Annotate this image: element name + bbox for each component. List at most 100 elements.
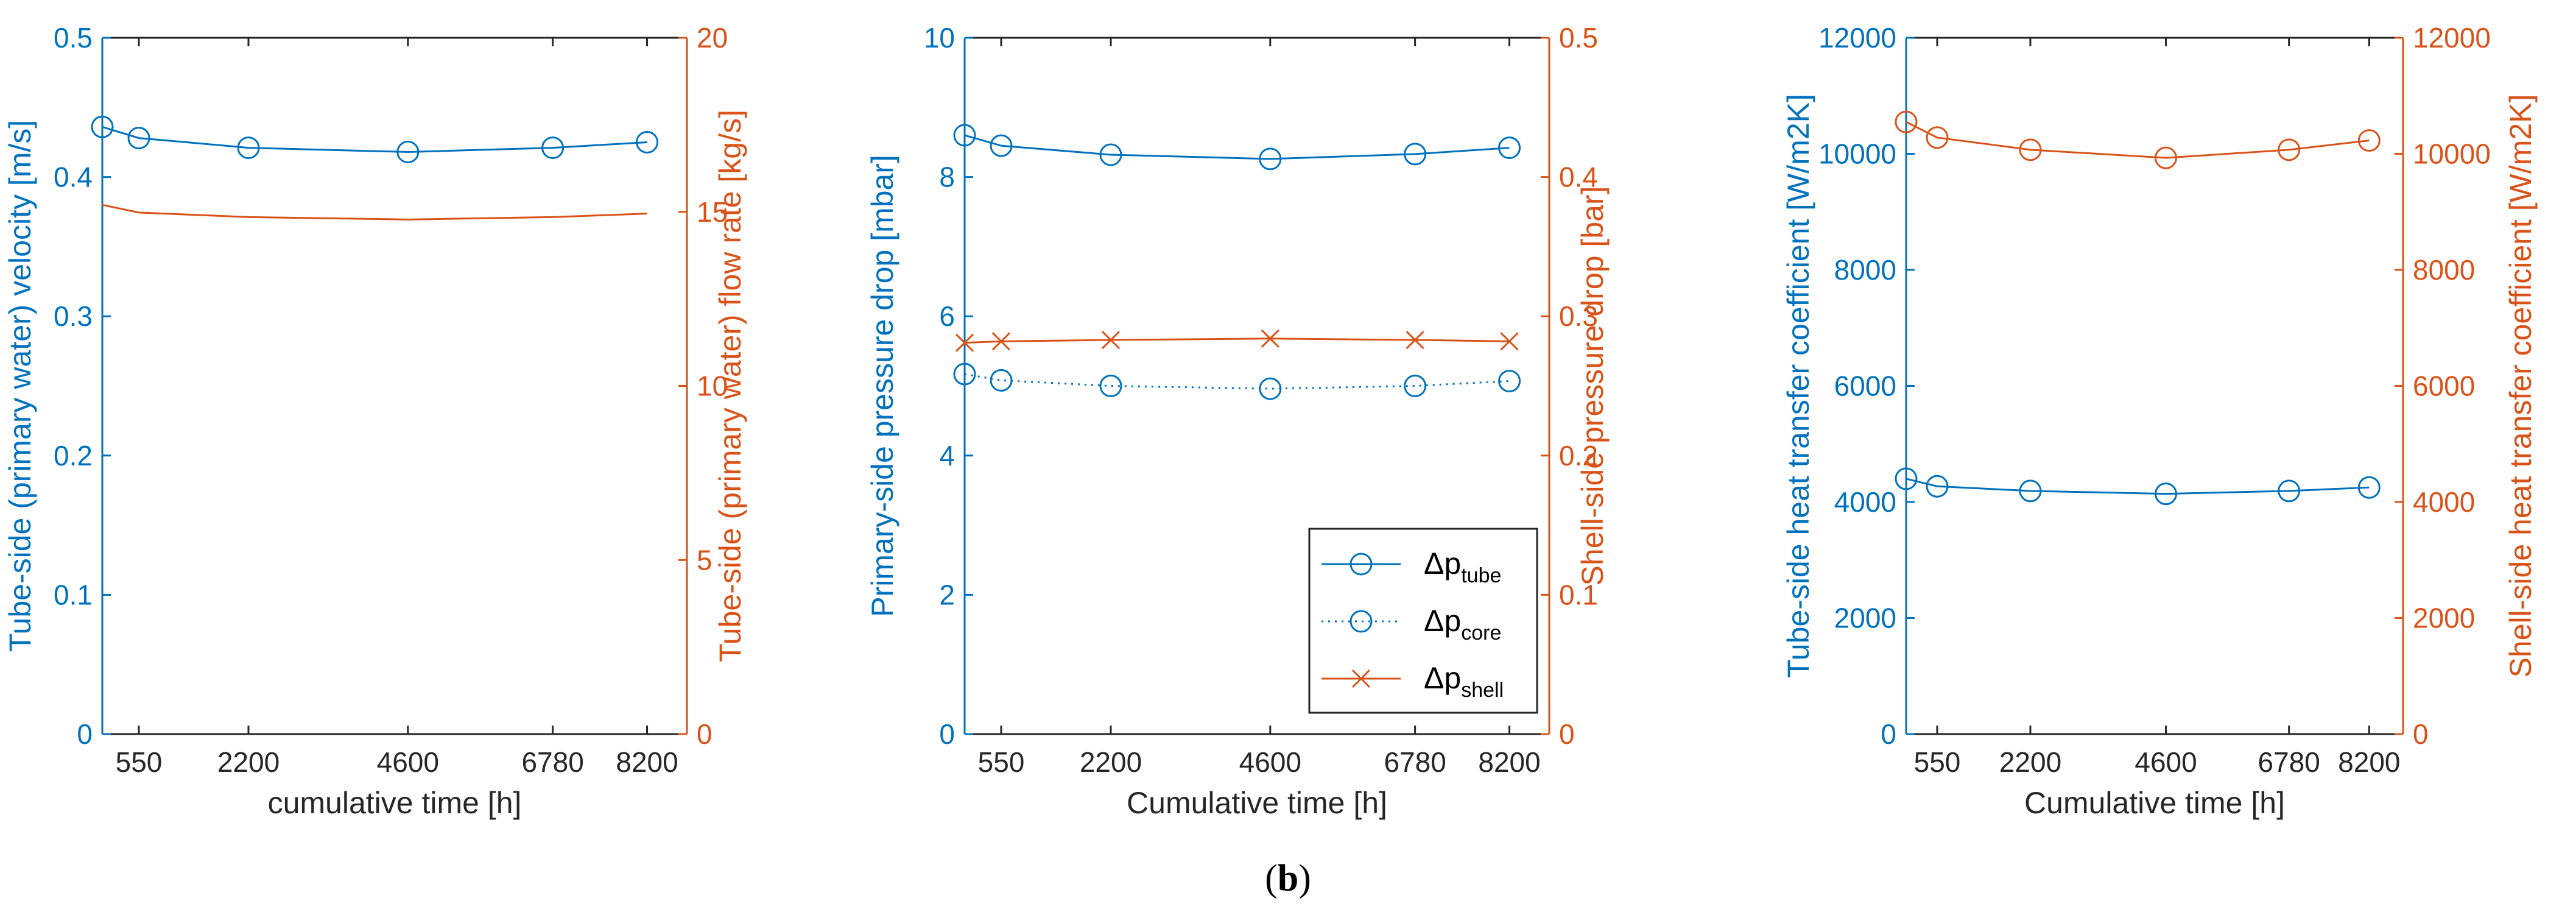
x-tick-label: 550 (116, 746, 163, 778)
x-tick-label: 550 (1914, 746, 1961, 778)
legend-symbol: Δp (1424, 546, 1461, 581)
left-tick-label: 12000 (1818, 22, 1896, 54)
right-tick-label: 0.3 (1559, 300, 1598, 332)
left-tick-label: 0 (77, 718, 93, 750)
x-tick-label: 6780 (2258, 746, 2320, 778)
right-tick-label: 2000 (2413, 602, 2475, 634)
x-axis-label: Cumulative time [h] (1127, 786, 1387, 820)
x-tick-label: 6780 (1384, 746, 1446, 778)
series-0-marker-4 (2278, 479, 2301, 503)
left-tick-label: 2000 (1834, 602, 1896, 634)
series-0-marker-1 (1926, 475, 1949, 498)
legend-marker-2-stroke-b (1351, 669, 1371, 688)
right-axis-label: Shell-side heat transfer coefficient [W/… (2504, 94, 2538, 678)
series-1-marker-1 (990, 369, 1013, 392)
series-0-marker-0 (953, 124, 976, 147)
legend-entry-1: Δpcore (1424, 604, 1501, 645)
right-tick-label: 0.2 (1559, 440, 1598, 472)
left-tick-label: 0.5 (54, 22, 93, 54)
series-1-marker-2 (1099, 375, 1122, 397)
series-0-marker-4 (541, 136, 565, 160)
series-2-marker-2 (1101, 331, 1121, 350)
series-0-marker-1 (990, 134, 1013, 157)
x-tick-label: 8200 (2338, 746, 2400, 778)
series-1-marker-2 (2019, 138, 2042, 161)
x-axis-label: Cumulative time [h] (2024, 786, 2285, 820)
x-tick-label: 8200 (1478, 746, 1540, 778)
series-2-marker-0-stroke-b (955, 333, 974, 352)
series-line-2 (964, 337, 1510, 344)
left-tick-label: 10 (924, 22, 955, 54)
legend-subscript: tube (1461, 564, 1501, 587)
series-1-marker-3 (2155, 146, 2178, 169)
series-line-1 (102, 203, 647, 221)
series-2-marker-1-stroke-b (991, 332, 1011, 351)
left-tick-label: 0.4 (54, 161, 93, 193)
right-tick-label: 6000 (2413, 370, 2475, 402)
left-tick-label: 10000 (1818, 138, 1896, 170)
x-tick-label: 2200 (217, 746, 280, 778)
x-tick-label: 550 (978, 746, 1025, 778)
left-tick-label: 4000 (1834, 486, 1896, 518)
series-0-marker-0 (91, 115, 114, 138)
series-1-marker-4 (1404, 375, 1427, 397)
right-tick-label: 10000 (2413, 138, 2491, 170)
series-0-marker-5 (2357, 476, 2381, 499)
right-tick-label: 0 (1559, 718, 1575, 750)
right-tick-label: 4000 (2413, 486, 2475, 518)
x-tick-label: 6780 (521, 746, 583, 778)
right-tick-label: 12000 (2413, 22, 2491, 54)
x-tick-label: 4600 (2134, 746, 2197, 778)
right-tick-label: 8000 (2413, 254, 2475, 286)
left-tick-label: 0.2 (54, 440, 93, 472)
chart-velocity-flow: 550 2200 4600 6780 8200 cumulative time [h] 0 0… (3, 22, 747, 820)
right-tick-label: 10 (697, 370, 728, 402)
right-tick-label: 20 (697, 22, 728, 54)
legend-marker-0 (1350, 553, 1373, 576)
x-tick-label: 2200 (1999, 746, 2061, 778)
left-tick-label: 6 (939, 300, 955, 332)
right-tick-label: 5 (697, 544, 713, 576)
right-tick-label: 0.1 (1559, 579, 1598, 610)
left-tick-label: 0 (1881, 718, 1896, 750)
left-axis-label: Primary-side pressure drop [mbar] (865, 155, 899, 617)
series-line-1 (964, 373, 1510, 390)
right-tick-label: 0.4 (1559, 161, 1598, 193)
legend-box (1308, 528, 1538, 714)
series-0-marker-2 (1099, 143, 1122, 166)
series-1-marker-0 (953, 362, 976, 386)
series-0-marker-4 (1404, 143, 1427, 166)
series-1-marker-1 (1926, 126, 1949, 149)
series-0-marker-0 (1895, 467, 1918, 490)
series-1-marker-3 (1259, 377, 1282, 400)
series-line-0 (1906, 478, 2370, 495)
left-tick-label: 4 (939, 440, 955, 472)
series-1-marker-4 (2278, 138, 2301, 161)
right-axis-label: Tube-side (primary water) flow rate [kg/… (713, 110, 747, 662)
legend-symbol: Δp (1424, 661, 1461, 695)
left-tick-label: 6000 (1834, 370, 1896, 402)
left-tick-label: 0.3 (54, 300, 93, 332)
series-2-marker-5 (1500, 332, 1519, 351)
series-0-marker-3 (1259, 147, 1282, 171)
legend-entry-2: Δpshell (1424, 661, 1504, 702)
series-1-marker-5 (1498, 369, 1521, 392)
series-1-marker-5 (2357, 129, 2381, 152)
left-axis-label: Tube-side (primary water) velocity [m/s] (3, 120, 37, 652)
series-2-marker-5-stroke-b (1500, 332, 1519, 351)
series-line-0 (964, 134, 1510, 160)
right-tick-label: 0 (697, 718, 713, 750)
left-tick-label: 0.1 (54, 579, 93, 610)
x-axis-label: cumulative time [h] (268, 786, 522, 820)
series-line-0 (102, 125, 647, 153)
series-2-marker-4-stroke-b (1406, 331, 1424, 350)
series-2-marker-0 (955, 333, 974, 352)
right-tick-label: 0.5 (1559, 22, 1598, 54)
chart-heat-transfer: 550 2200 4600 6780 8200 Cumulative time [h] 0 2… (1781, 22, 2538, 820)
series-1-marker-0 (1895, 110, 1918, 133)
series-0-marker-3 (396, 140, 420, 163)
left-axis-label: Tube-side heat transfer coefficient [W/m… (1781, 94, 1815, 678)
series-2-marker-1 (991, 332, 1011, 351)
x-tick-label: 4600 (1239, 746, 1301, 778)
